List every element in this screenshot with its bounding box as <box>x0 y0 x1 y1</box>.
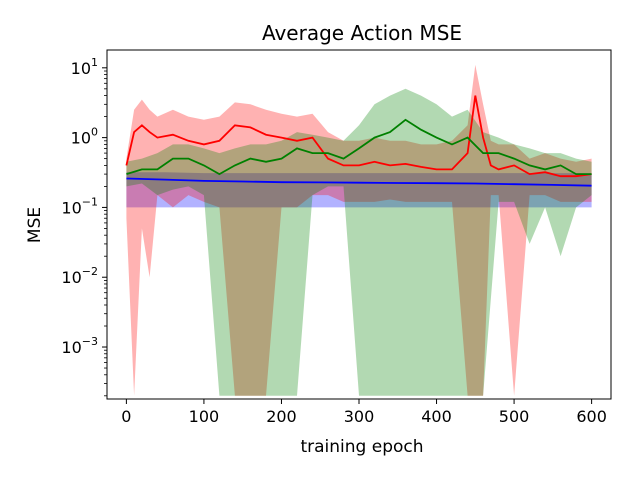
line-blue <box>126 177 592 187</box>
line-red <box>125 95 592 178</box>
y-axis: 10−3 10−2 10−1 100 101 <box>61 56 107 397</box>
band-red <box>126 64 592 396</box>
x-tick-label: 100 <box>189 407 220 426</box>
x-tick-label: 600 <box>576 407 607 426</box>
y-tick-label: 10−2 <box>61 265 98 287</box>
y-tick-label: 10−1 <box>61 195 98 217</box>
x-tick-label: 400 <box>421 407 452 426</box>
x-axis: 0 100 200 300 400 500 600 <box>121 399 607 426</box>
x-tick-label: 200 <box>266 407 297 426</box>
band-green <box>126 88 592 396</box>
x-tick-label: 300 <box>344 407 375 426</box>
y-tick-label: 100 <box>71 126 98 148</box>
y-tick-label: 10−3 <box>61 335 98 357</box>
y-tick-label: 101 <box>71 56 98 78</box>
x-axis-label: training epoch <box>300 437 423 457</box>
x-tick-label: 0 <box>121 407 131 426</box>
x-tick-label: 500 <box>499 407 530 426</box>
y-axis-label: MSE <box>25 207 45 243</box>
line-green <box>126 118 592 176</box>
plot-area <box>125 64 592 396</box>
chart-title: Average Action MSE <box>262 21 462 45</box>
